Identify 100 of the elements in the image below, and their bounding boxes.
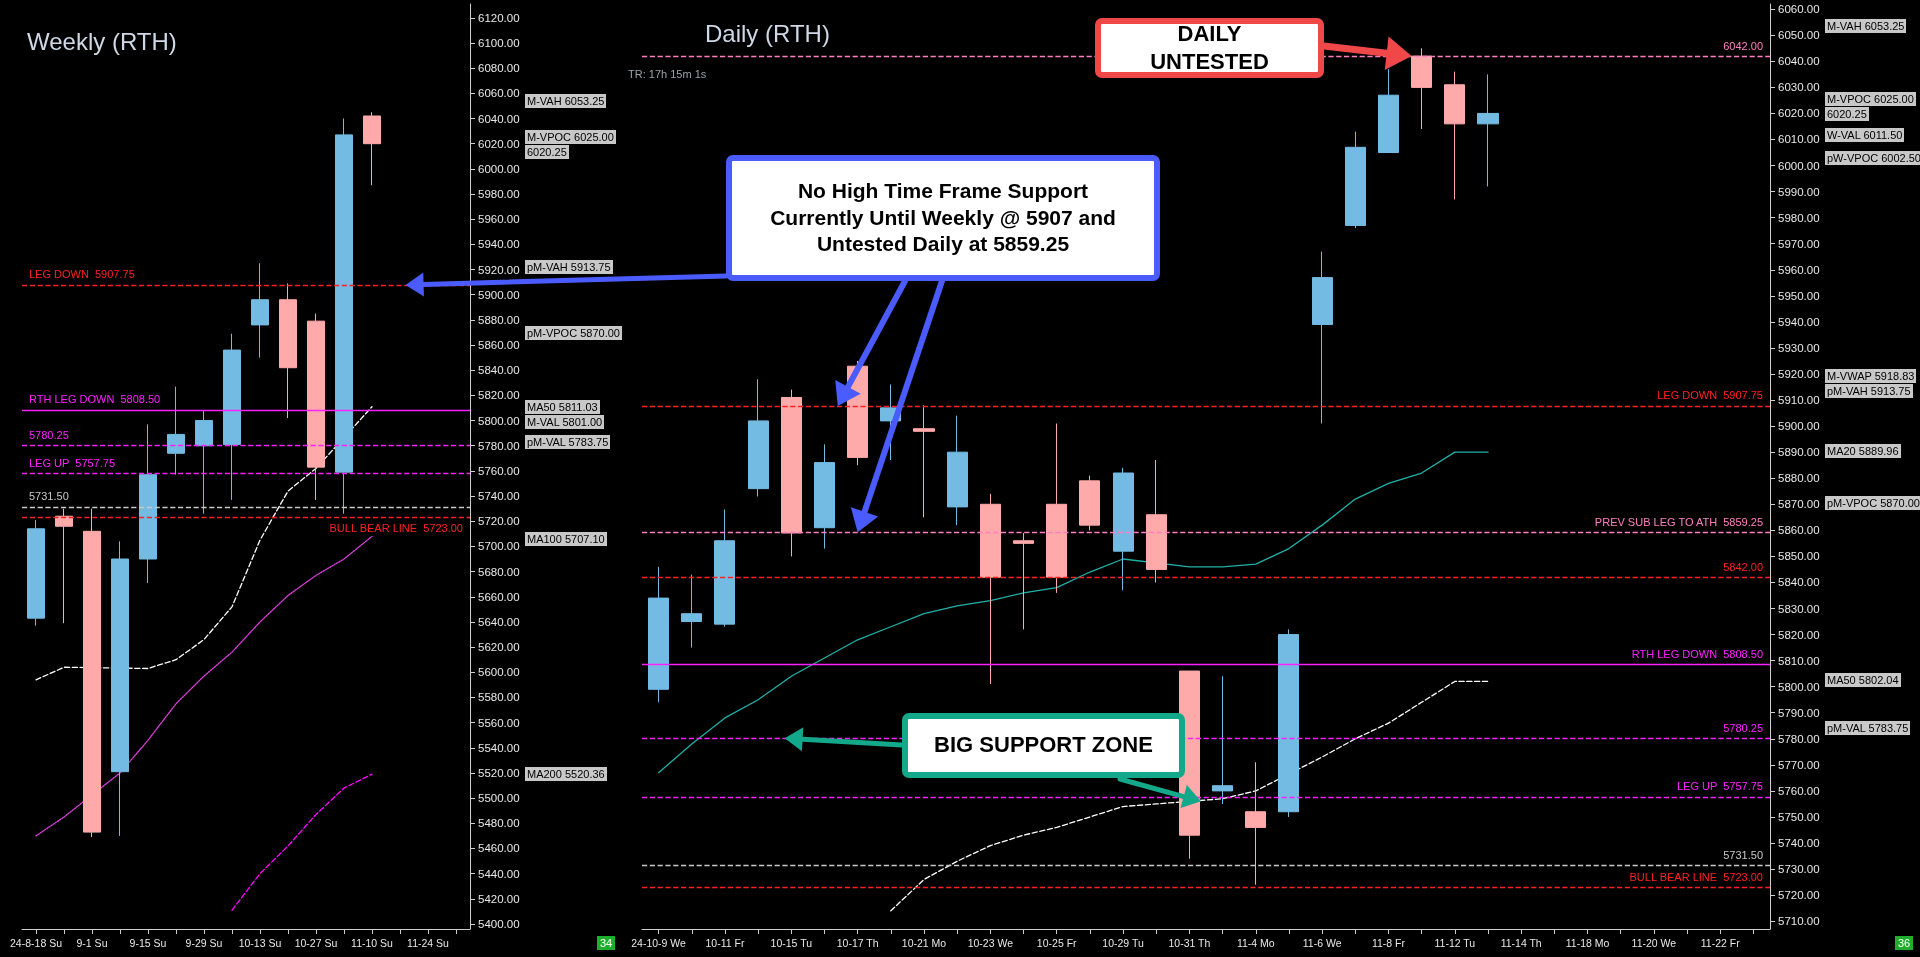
text: pM-VAL 5783.75	[1825, 721, 1911, 735]
ref-line-label: 5731.50	[29, 490, 69, 503]
text: 36	[1895, 936, 1914, 950]
callout-box: BIG SUPPORT ZONE	[902, 713, 1185, 778]
y-tick-label: 5680.00	[478, 565, 520, 578]
y-tick-label: 6030.00	[1778, 81, 1820, 94]
ref-line-label: BULL BEAR LINE 5723.00	[1629, 870, 1763, 883]
y-tick-label: 5940.00	[478, 238, 520, 251]
text: pM-VAH 5913.75	[1825, 384, 1913, 398]
x-tick-label: 11-8 Fr	[1371, 936, 1406, 949]
y-tick-label: 5800.00	[1778, 680, 1820, 693]
y-tick-label: 5820.00	[478, 389, 520, 402]
text: pM-VPOC 5870.00	[525, 326, 622, 340]
y-tick-label: 5560.00	[478, 716, 520, 729]
x-tick-label: 11-24 Su	[407, 936, 450, 949]
y-tick-label: 6010.00	[1778, 133, 1820, 146]
x-tick-label: 9-29 Su	[185, 936, 223, 949]
y-tick-label: 5780.00	[1778, 732, 1820, 745]
ref-line-label: BULL BEAR LINE 5723.00	[329, 521, 463, 534]
x-tick-label: 11-22 Fr	[1700, 936, 1741, 949]
y-tick-label: 6120.00	[478, 11, 520, 24]
text: W-VAL 6011.50	[1825, 128, 1905, 142]
y-tick-label: 5990.00	[1778, 185, 1820, 198]
x-tick-label: 24-10-9 We	[631, 936, 687, 949]
y-tick-label: 5700.00	[478, 540, 520, 553]
y-tick-label: 5500.00	[478, 792, 520, 805]
y-tick-label: 5960.00	[1778, 263, 1820, 276]
text: M-VAL 5801.00	[525, 415, 605, 429]
text: MA50 5802.04	[1825, 673, 1901, 687]
x-tick-label: 10-13 Su	[238, 936, 282, 949]
y-tick-label: 5920.00	[478, 263, 520, 276]
text: M-VAH 6053.25	[1825, 19, 1907, 33]
x-tick-label: 10-31 Th	[1168, 936, 1211, 949]
ref-line-label: 5731.50	[1723, 848, 1763, 861]
x-tick-label: 11-14 Th	[1500, 936, 1542, 949]
y-tick-label: 5870.00	[1778, 498, 1820, 511]
x-tick-label: 10-25 Fr	[1036, 936, 1078, 949]
ref-line-label: 5842.00	[1723, 560, 1763, 573]
x-tick-label: 11-20 We	[1631, 936, 1677, 949]
y-tick-label: 5810.00	[1778, 654, 1820, 667]
x-tick-label: 10-21 Mo	[901, 936, 947, 949]
ref-line-label: RTH LEG DOWN 5808.50	[1631, 648, 1763, 661]
ref-line-label: RTH LEG DOWN 5808.50	[29, 393, 161, 406]
x-tick-label: 11-18 Mo	[1565, 936, 1610, 949]
ref-line-label: PREV SUB LEG TO ATH 5859.25	[1594, 515, 1763, 528]
y-tick-label: 5800.00	[478, 414, 520, 427]
ref-line-label: LEG UP 5757.75	[29, 457, 116, 470]
y-tick-label: 5480.00	[478, 817, 520, 830]
ref-line-label: LEG DOWN 5907.75	[29, 268, 135, 281]
y-tick-label: 5770.00	[1778, 758, 1820, 771]
text: pM-VPOC 5870.00	[1825, 496, 1920, 510]
x-tick-label: 10-17 Th	[836, 936, 879, 949]
x-tick-label: 11-6 We	[1302, 936, 1342, 949]
y-tick-label: 5820.00	[1778, 628, 1820, 641]
x-tick-label: 9-15 Su	[129, 936, 167, 949]
y-tick-label: 5760.00	[478, 464, 520, 477]
ref-line-label: 6042.00	[1723, 39, 1763, 52]
text: MA200 5520.36	[525, 767, 607, 781]
y-tick-label: 5730.00	[1778, 863, 1820, 876]
y-tick-label: 5750.00	[1778, 810, 1820, 823]
y-tick-label: 5790.00	[1778, 706, 1820, 719]
y-tick-label: 5890.00	[1778, 446, 1820, 459]
text: 6020.25	[525, 145, 569, 159]
y-tick-label: 5420.00	[478, 892, 520, 905]
ref-line-label: LEG UP 5757.75	[1676, 780, 1763, 793]
y-tick-label: 5960.00	[478, 213, 520, 226]
y-tick-label: 6000.00	[1778, 159, 1820, 172]
text: M-VAH 6053.25	[525, 94, 607, 108]
x-tick-label: 10-11 Fr	[705, 936, 745, 949]
text: MA50 5811.03	[525, 400, 600, 414]
text: pW-VPOC 6002.50	[1825, 151, 1920, 165]
x-tick-label: 9-1 Su	[76, 936, 108, 949]
y-tick-label: 5460.00	[478, 842, 520, 855]
y-tick-label: 5950.00	[1778, 289, 1820, 302]
x-tick-label: 10-15 Tu	[770, 936, 813, 949]
y-tick-label: 5440.00	[478, 867, 520, 880]
y-tick-label: 5850.00	[1778, 550, 1820, 563]
y-tick-label: 5710.00	[1778, 915, 1820, 928]
y-tick-label: 5970.00	[1778, 237, 1820, 250]
y-tick-label: 6020.00	[1778, 107, 1820, 120]
y-tick-label: 5880.00	[478, 313, 520, 326]
y-tick-label: 5930.00	[1778, 341, 1820, 354]
x-tick-label: 11-4 Mo	[1236, 936, 1275, 949]
y-tick-label: 5580.00	[478, 691, 520, 704]
y-tick-label: 5860.00	[1778, 524, 1820, 537]
y-tick-label: 5840.00	[478, 364, 520, 377]
y-tick-label: 5640.00	[478, 615, 520, 628]
x-tick-label: 10-27 Su	[294, 936, 338, 949]
y-tick-label: 6060.00	[478, 87, 520, 100]
y-tick-label: 5720.00	[478, 515, 520, 528]
text: MA100 5707.10	[525, 532, 607, 546]
text: 34	[597, 936, 616, 950]
y-tick-label: 6100.00	[478, 37, 520, 50]
ref-line-label: 5780.25	[1723, 721, 1763, 734]
y-tick-label: 6050.00	[1778, 29, 1820, 42]
text: 6020.25	[1825, 107, 1869, 121]
y-tick-label: 6080.00	[478, 62, 520, 75]
y-tick-label: 5910.00	[1778, 394, 1820, 407]
y-tick-label: 5740.00	[478, 490, 520, 503]
text: MA20 5889.96	[1825, 444, 1901, 458]
